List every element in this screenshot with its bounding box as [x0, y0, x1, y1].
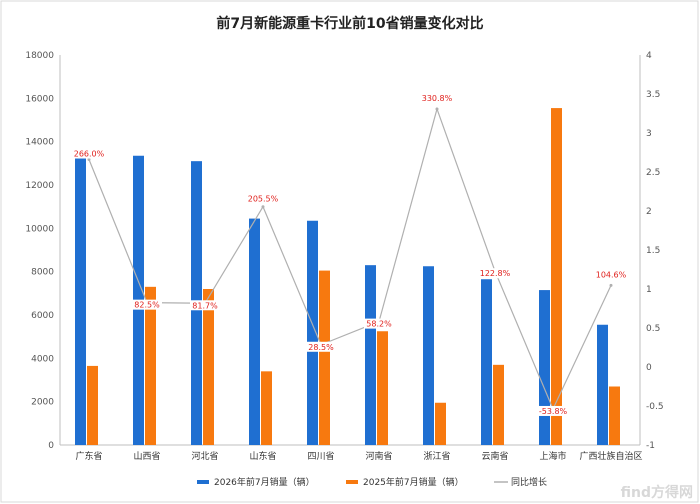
bar-2025: [87, 365, 98, 445]
x-tick-label: 广东省: [75, 450, 102, 462]
legend-swatch: [346, 480, 358, 484]
x-tick-label: 山东省: [249, 450, 276, 462]
data-label: 81.7%: [192, 301, 218, 310]
data-label-bg: [71, 148, 107, 159]
data-label: 104.6%: [596, 270, 627, 279]
bar-2026: [365, 265, 376, 445]
x-tick-label: 上海市: [539, 450, 566, 462]
x-tick-label: 浙江省: [423, 450, 450, 462]
bar-2025: [145, 286, 156, 445]
bar-2026: [307, 220, 318, 445]
data-label-bg: [535, 405, 571, 416]
x-tick-label: 河南省: [365, 450, 392, 462]
legend: 2026年前7月销量（辆） 2025年前7月销量（辆） 同比增长: [197, 476, 547, 488]
x-tick-label: 四川省: [307, 450, 334, 462]
chart-title: 前7月新能源重卡行业前10省销量变化对比: [216, 15, 483, 32]
bar-2026: [75, 152, 86, 445]
bar-2025: [377, 331, 388, 445]
x-tick-label: 山西省: [133, 450, 160, 462]
data-label: 28.5%: [308, 343, 334, 352]
y-right-tick-label: 1: [646, 285, 652, 295]
data-label-bg: [245, 193, 281, 204]
growth-point: [435, 107, 439, 111]
bar-2025: [435, 402, 446, 445]
data-label: 122.8%: [480, 269, 511, 278]
bar-2025: [319, 270, 330, 445]
y-right-tick-label: -1: [646, 441, 655, 451]
data-label-bg: [190, 300, 220, 311]
data-label: 330.8%: [422, 94, 453, 103]
x-tick-label: 河北省: [191, 450, 218, 462]
y-right-tick-label: 1.5: [646, 246, 660, 256]
y-left-tick-label: 18000: [25, 51, 54, 61]
data-label-bg: [477, 268, 513, 279]
bar-2025: [551, 108, 562, 445]
bar-2026: [597, 324, 608, 445]
y-left-tick-label: 14000: [25, 138, 54, 148]
data-label: 266.0%: [74, 150, 105, 159]
data-label-bg: [364, 318, 394, 329]
data-label-bg: [419, 92, 455, 103]
y-right-tick-label: 3.5: [646, 90, 660, 100]
bar-2025: [493, 364, 504, 445]
y-left-tick-label: 0: [48, 441, 54, 451]
legend-swatch: [197, 480, 209, 484]
legend-label: 2026年前7月销量（辆）: [214, 476, 315, 488]
data-label-bg: [593, 269, 629, 280]
data-label: -53.8%: [539, 407, 568, 416]
y-right-tick-label: 0: [646, 363, 652, 373]
y-right-tick-label: 4: [646, 51, 652, 61]
x-tick-label: 云南省: [481, 450, 508, 462]
y-left-tick-label: 8000: [31, 268, 54, 278]
legend-label: 同比增长: [511, 476, 547, 488]
bar-2026: [539, 290, 550, 445]
y-left-tick-label: 2000: [31, 398, 54, 408]
y-left-tick-label: 12000: [25, 181, 54, 191]
y-right-tick-label: -0.5: [646, 402, 664, 412]
bar-2025: [203, 289, 214, 445]
data-label: 58.2%: [366, 320, 392, 329]
plot-area: 0 2000 4000 6000 8000 10000 12000 14000 16000 180…: [25, 51, 663, 462]
y-left-tick-label: 10000: [25, 224, 54, 234]
growth-point: [87, 158, 91, 162]
growth-line: [88, 106, 612, 411]
data-label: 82.5%: [134, 301, 160, 310]
y-left-tick-label: 4000: [31, 354, 54, 364]
y-left-tick-label: 6000: [31, 311, 54, 321]
growth-point: [609, 283, 613, 287]
y-right-tick-label: 0.5: [646, 324, 660, 334]
y-right-tick-label: 3: [646, 129, 652, 139]
bar-2025: [261, 371, 272, 445]
x-tick-label: 广西壮族自治区: [579, 450, 642, 462]
bar-2026: [481, 279, 492, 445]
legend-label: 2025年前7月销量（辆）: [363, 476, 464, 488]
y-right-tick-label: 2: [646, 207, 652, 217]
data-label: 205.5%: [248, 195, 279, 204]
watermark: find方得网: [621, 484, 693, 501]
bar-2026: [423, 266, 434, 445]
data-label-bg: [132, 299, 162, 310]
bar-2026: [249, 218, 260, 445]
y-left-tick-label: 16000: [25, 94, 54, 104]
data-label-bg: [306, 341, 336, 352]
bar-2025: [609, 386, 620, 445]
y-right-tick-label: 2.5: [646, 168, 660, 178]
growth-point: [261, 205, 265, 209]
